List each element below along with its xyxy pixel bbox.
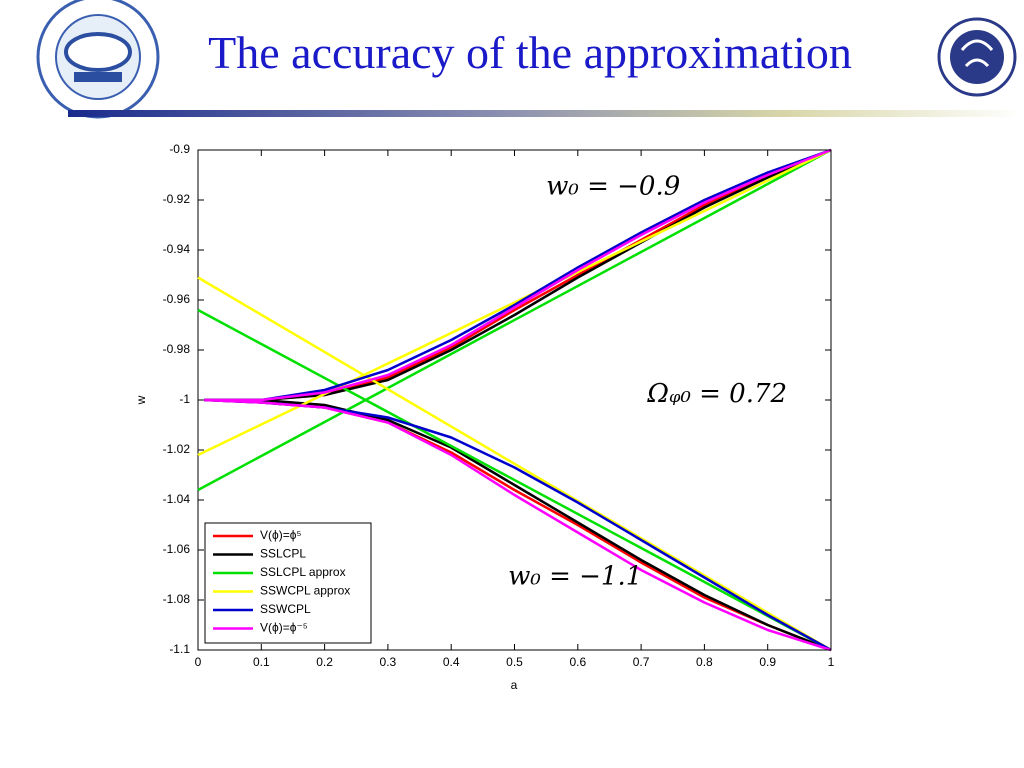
y-tick-label: -0.94 xyxy=(163,242,191,256)
y-tick-label: -1.02 xyxy=(163,442,191,456)
legend: V(ϕ)=ϕ⁵ SSLCPL SSLCPL approx SSWCPL approx S… xyxy=(204,522,372,644)
x-tick-label: 0.5 xyxy=(506,655,523,669)
axes: -0.9 -0.92 -0.94 -0.96 -0.98 -1 -1.02 -1.04 -1.0… xyxy=(163,142,835,669)
y-tick-label: -0.98 xyxy=(163,342,191,356)
legend-box xyxy=(204,522,372,644)
legend-label: SSWCPL xyxy=(260,602,311,616)
y-tick-label: -1 xyxy=(179,392,190,406)
slide-title: The accuracy of the approximation xyxy=(208,27,852,78)
y-tick-label: -1.08 xyxy=(163,592,191,606)
annotation: w₀ = −0.9 xyxy=(546,172,680,202)
x-tick-label: 0 xyxy=(195,655,202,669)
legend-label: SSLCPL approx xyxy=(260,565,346,579)
annotation: Ωᵩ₀ = 0.72 xyxy=(646,379,787,409)
series-line xyxy=(204,148,832,652)
plot-marks xyxy=(197,148,832,652)
legend-label: SSWCPL approx xyxy=(260,584,350,598)
x-axis-label: a xyxy=(511,678,518,692)
right-logo xyxy=(937,17,1017,97)
x-tick-label: 0.3 xyxy=(380,655,397,669)
x-tick-label: 0.9 xyxy=(759,655,776,669)
legend-label: V(ϕ)=ϕ⁻⁵ xyxy=(260,621,308,635)
title-rule xyxy=(68,110,1024,117)
annotation: w₀ = −1.1 xyxy=(508,562,642,592)
y-tick-label: -0.92 xyxy=(163,192,191,206)
y-tick-label: -1.04 xyxy=(163,492,191,506)
y-tick-label: -1.1 xyxy=(169,642,190,656)
y-tick-label: -0.96 xyxy=(163,292,191,306)
x-tick-label: 0.7 xyxy=(633,655,650,669)
legend-label: V(ϕ)=ϕ⁵ xyxy=(260,528,301,542)
y-tick-label: -1.06 xyxy=(163,542,191,556)
x-tick-label: 0.4 xyxy=(443,655,460,669)
annotations: w₀ = −0.9 Ωᵩ₀ = 0.72 w₀ = −1.1 xyxy=(508,172,787,592)
x-tick-label: 1 xyxy=(828,655,835,669)
x-tick-label: 0.2 xyxy=(316,655,333,669)
legend-label: SSLCPL xyxy=(260,547,306,561)
left-logo xyxy=(36,0,160,119)
x-tick-label: 0.6 xyxy=(569,655,586,669)
y-axis-label: w xyxy=(134,395,148,405)
series-line xyxy=(197,148,832,652)
x-tick-label: 0.1 xyxy=(253,655,270,669)
x-tick-label: 0.8 xyxy=(696,655,713,669)
series-line xyxy=(197,148,832,652)
y-tick-label: -0.9 xyxy=(169,142,190,156)
